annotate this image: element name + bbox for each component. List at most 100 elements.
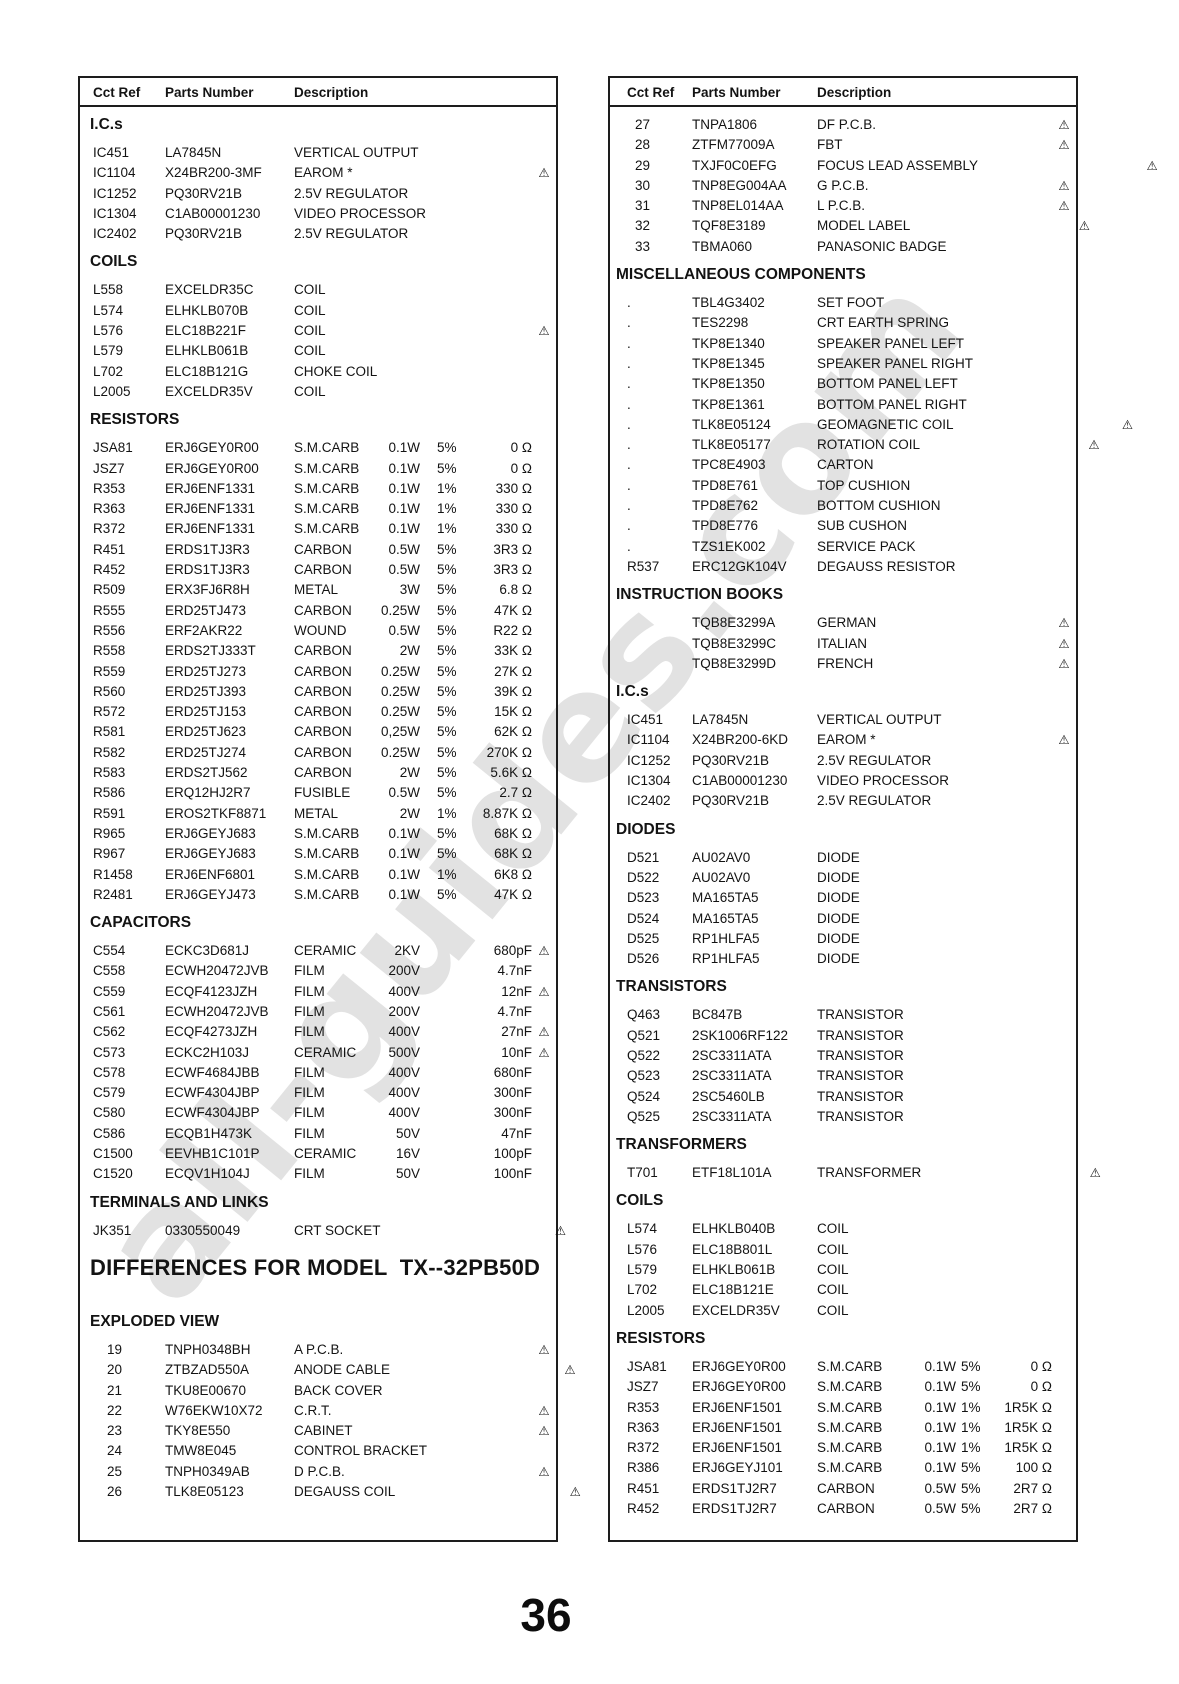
cell-c6 <box>1010 1005 1066 1025</box>
warning-slot <box>1052 1499 1076 1519</box>
cell-c5 <box>420 1462 462 1482</box>
cell-parts: X24BR200-3MF <box>165 165 262 181</box>
cell-c5 <box>956 888 996 908</box>
warning-slot <box>532 438 556 458</box>
parts-section: COILS L574 ELHKLB040B COIL L576 ELC18B801L COI… <box>610 1190 1076 1320</box>
warning-slot <box>1052 1260 1076 1280</box>
cell-c4 <box>364 163 420 183</box>
table-row: R967 ERJ6GEYJ683 S.M.CARB 0.1W 5% 68K Ω <box>80 844 556 864</box>
cell-parts: ERDS1TJ2R7 <box>692 1501 777 1517</box>
cell-cct: JSZ7 <box>93 460 125 476</box>
cell-c4 <box>364 1340 420 1360</box>
cell-desc: VERTICAL OUTPUT <box>817 712 942 728</box>
cell-c4 <box>890 196 956 216</box>
table-row: L579 ELHKLB061B COIL <box>610 1260 1076 1280</box>
table-row: . TLK8E05177 ROTATION COIL ⚠ <box>610 435 1100 455</box>
cell-c4 <box>907 516 973 536</box>
table-row: R353 ERJ6ENF1331 S.M.CARB 0.1W 1% 330 Ω <box>80 479 556 499</box>
warning-slot <box>1118 557 1142 577</box>
cell-desc: COIL <box>294 343 326 359</box>
cell-c6: 47K Ω <box>494 886 532 902</box>
cell-c6 <box>996 613 1052 633</box>
cell-c5 <box>956 176 996 196</box>
warning-slot <box>576 224 600 244</box>
table-row: C1500 EEVHB1C101P CERAMIC 16V 100pF <box>80 1144 556 1164</box>
warning-icon: ⚠ <box>1058 177 1070 193</box>
cell-parts: PQ30RV21B <box>692 793 770 809</box>
cell-c6 <box>996 115 1052 135</box>
warning-slot <box>1052 1301 1076 1321</box>
table-row: JSA81 ERJ6GEY0R00 S.M.CARB 0.1W 5% 0 Ω <box>80 438 556 458</box>
table-row: . TBL4G3402 SET FOOT <box>610 293 1076 313</box>
table-row: C579 ECWF4304JBP FILM 400V 300nF <box>80 1083 556 1103</box>
cell-c4 <box>942 710 1008 730</box>
page-number: 36 <box>520 1589 572 1641</box>
cell-desc: FRENCH <box>817 655 874 671</box>
cell-c6: 330 Ω <box>495 480 532 496</box>
cell-c4: 0.5W <box>388 622 420 638</box>
section-title: RESISTORS <box>616 1329 706 1347</box>
cell-desc: VERTICAL OUTPUT <box>294 145 419 160</box>
cell-c5 <box>987 1163 1027 1183</box>
cell-cct: C1500 <box>93 1146 133 1162</box>
cell-c5 <box>433 362 475 382</box>
cell-c4 <box>890 888 956 908</box>
warning-slot <box>1135 354 1159 374</box>
cell-c4: 0.25W <box>380 602 420 618</box>
cell-c6: 3R3 Ω <box>493 562 532 578</box>
warning-slot <box>532 682 556 702</box>
warning-slot <box>532 885 556 905</box>
cell-parts: ERD25TJ273 <box>165 663 247 679</box>
cell-cct: . <box>627 457 631 473</box>
parts-section: I.C.s IC451 LA7845N VERTICAL OUTPUT IC1104 X2… <box>610 681 1076 811</box>
warning-slot <box>532 580 556 600</box>
cell-c4 <box>958 374 1024 394</box>
table-row: C554 ECKC3D681J CERAMIC 2KV 680pF ⚠ <box>80 941 556 961</box>
cell-parts: RP1HLFA5 <box>692 951 760 967</box>
cell-c6: 6K8 Ω <box>494 866 532 882</box>
cell-cct: R591 <box>93 805 126 821</box>
cell-cct: R2481 <box>93 886 133 902</box>
cell-cct: R451 <box>93 541 126 557</box>
table-row: 28 ZTFM77009A FBT ⚠ <box>610 135 1076 155</box>
cell-c4 <box>904 1087 970 1107</box>
cell-parts: ERDS1TJ3R3 <box>165 562 250 578</box>
cell-c4 <box>904 1026 970 1046</box>
cell-desc: 2.5V REGULATOR <box>294 226 409 242</box>
cell-c5 <box>956 613 996 633</box>
cell-c4: 3W <box>399 582 420 598</box>
cell-c5 <box>420 1340 462 1360</box>
cell-c6: 300nF <box>493 1105 532 1121</box>
cell-desc: FILM <box>294 1003 325 1019</box>
table-row: C1520 ECQV1H104J FILM 50V 100nF <box>80 1164 556 1184</box>
cell-cct: 29 <box>635 157 651 173</box>
cell-desc: DF P.C.B. <box>817 117 877 132</box>
cell-c6 <box>996 634 1052 654</box>
table-row: L2005 EXCELDR35V COIL <box>80 382 556 402</box>
cell-cct: R583 <box>93 765 126 781</box>
section-title: INSTRUCTION BOOKS <box>616 586 784 604</box>
cell-cct: R353 <box>627 1399 660 1415</box>
cell-parts: ERQ12HJ2R7 <box>165 785 251 801</box>
cell-parts: MA165TA5 <box>692 890 759 906</box>
table-row: L576 ELC18B221F COIL ⚠ <box>80 321 556 341</box>
cell-desc: CARBON <box>294 602 352 618</box>
cell-parts: ZTFM77009A <box>692 137 775 153</box>
warning-slot <box>532 763 556 783</box>
cell-cct: R965 <box>93 825 126 841</box>
cell-desc: CRT SOCKET <box>294 1222 381 1238</box>
cell-desc: DIODE <box>817 849 860 865</box>
cell-c6 <box>1060 415 1116 435</box>
parts-section: DIODES D521 AU02AV0 DIODE D522 AU02AV0 DIODE D5… <box>610 819 1076 970</box>
cell-desc: S.M.CARB <box>817 1399 883 1415</box>
cell-parts: AU02AV0 <box>692 849 751 865</box>
warning-icon: ⚠ <box>1058 117 1070 132</box>
cell-desc: PANASONIC BADGE <box>817 238 947 254</box>
parts-section: TRANSISTORS Q463 BC847B TRANSISTOR Q521 2SK10… <box>610 976 1076 1127</box>
cell-desc: G P.C.B. <box>817 177 869 193</box>
cell-cct: 26 <box>107 1484 123 1500</box>
cell-desc: WOUND <box>294 622 347 638</box>
cell-c5: 5% <box>437 744 457 760</box>
warning-slot <box>1120 374 1144 394</box>
cell-c4 <box>364 301 420 321</box>
